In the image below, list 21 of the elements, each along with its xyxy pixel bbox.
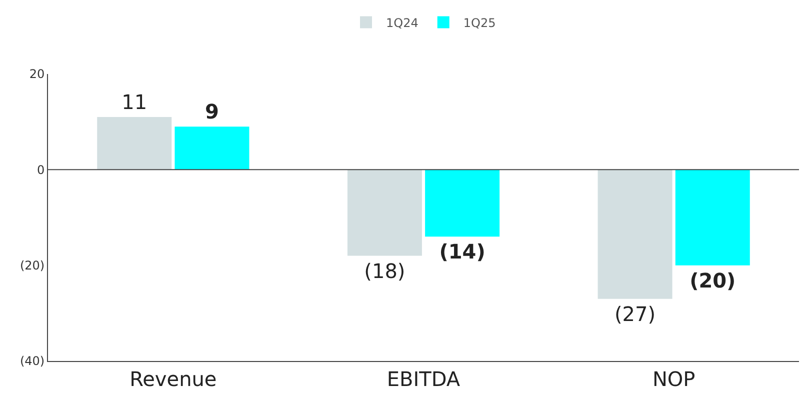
- data-label: (14): [439, 240, 486, 264]
- data-label: (18): [364, 258, 406, 283]
- bar: [174, 126, 250, 170]
- bar: [675, 170, 750, 266]
- y-tick-label: (20): [20, 258, 45, 273]
- bar: [598, 170, 672, 299]
- y-tick-label: 0: [36, 162, 45, 177]
- legend-label: 1Q25: [463, 16, 496, 30]
- y-tick-label: (40): [20, 354, 45, 368]
- data-label: (27): [614, 302, 656, 326]
- bar: [425, 170, 500, 237]
- x-tick-label: Revenue: [130, 367, 217, 391]
- y-tick-label: 20: [29, 67, 45, 82]
- x-tick-label: EBITDA: [386, 367, 460, 391]
- x-tick-label: NOP: [652, 367, 696, 391]
- legend-label: 1Q24: [386, 16, 418, 30]
- bar: [97, 117, 172, 170]
- data-label: (20): [690, 268, 736, 292]
- bar: [347, 170, 422, 256]
- data-label: 11: [122, 90, 148, 114]
- data-label: 9: [205, 100, 219, 124]
